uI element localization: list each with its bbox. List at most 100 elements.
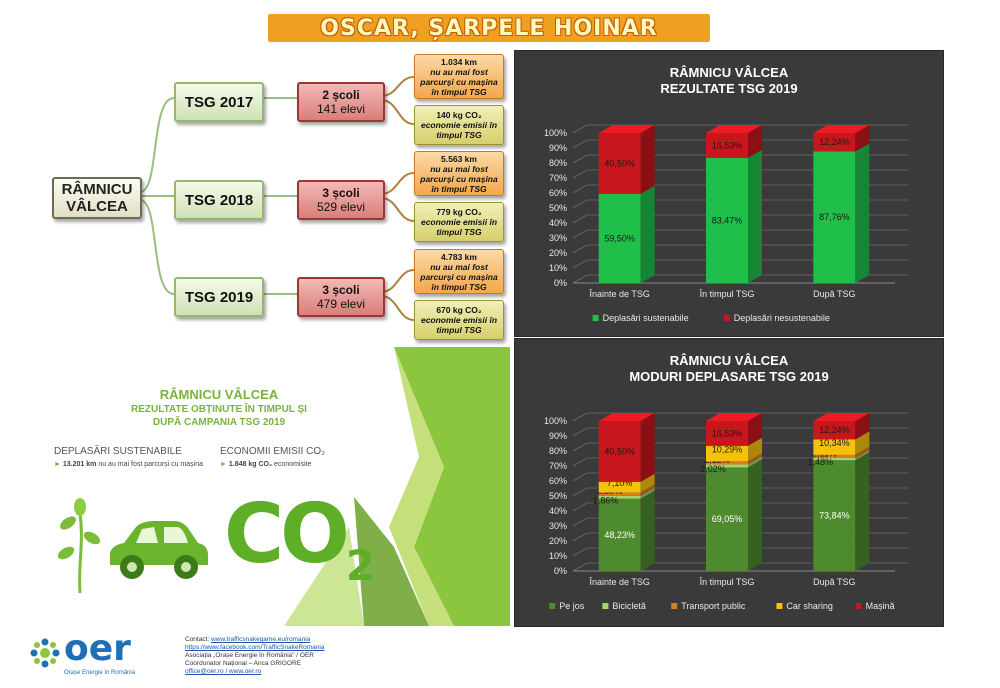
x-tick-label: În timpul TSG <box>699 289 755 299</box>
gridline-depth <box>572 184 588 194</box>
legend-label: Car sharing <box>786 601 833 611</box>
y-tick-label: 60% <box>549 476 567 486</box>
schools-count: 3 școli <box>322 186 360 200</box>
km-desc: nu au mai fost parcurși cu mașina în tim… <box>420 261 498 292</box>
co2-2019-box: 670 kg CO₂ economie emisii în timpul TSG <box>414 300 504 340</box>
bar-side <box>855 452 870 571</box>
tsg-label: TSG 2017 <box>184 93 254 111</box>
promo-col2-head: ECONOMII EMISII CO₂ <box>220 446 325 457</box>
plant-icon <box>57 498 101 593</box>
gridline-depth <box>572 244 588 254</box>
legend-swatch <box>723 315 730 321</box>
bar-segment <box>706 445 748 462</box>
co2-2018-box: 779 kg CO₂ economie emisii în timpul TSG <box>414 202 504 242</box>
co2-2017-box: 140 kg CO₂ economie emisii în timpul TSG <box>414 105 504 145</box>
legend-swatch <box>602 603 609 609</box>
legend-swatch <box>671 603 678 609</box>
bar-side <box>855 125 870 152</box>
y-tick-label: 40% <box>549 506 567 516</box>
bar-segment <box>706 467 748 571</box>
legend-label: Bicicletă <box>612 601 646 611</box>
schools-count: 2 școli <box>322 88 360 102</box>
promo-subtitle-1: REZULTATE OBȚINUTE ÎN TIMPUL ȘI <box>131 404 307 415</box>
schools-2019-node: 3 școli 479 elevi <box>297 277 385 317</box>
bar-side <box>640 487 655 499</box>
y-tick-label: 20% <box>549 536 567 546</box>
x-tick-label: În timpul TSG <box>699 577 755 587</box>
y-tick-label: 0% <box>554 566 567 576</box>
y-tick-label: 50% <box>549 491 567 501</box>
promo-col2-value: 1.848 kg CO₂ <box>228 461 273 468</box>
facebook-link[interactable]: https://www.facebook.com/TrafficSnakeRom… <box>185 644 325 651</box>
bar-side <box>748 456 762 468</box>
oer-logo: oer Orașe Energie în România <box>30 628 180 682</box>
bar-side <box>748 459 762 571</box>
y-tick-label: 80% <box>549 158 567 168</box>
contact-label: Contact: <box>185 636 210 643</box>
co2-subscript: 2 <box>345 541 375 590</box>
bar-segment <box>706 420 748 446</box>
gridline-depth <box>572 442 588 452</box>
y-tick-label: 60% <box>549 188 567 198</box>
gridline-depth <box>572 547 588 557</box>
chart-title: RÂMNICU VÂLCEA <box>670 353 789 368</box>
km-value: 5.563 km <box>441 153 477 164</box>
legend-label: Deplasări sustenabile <box>603 313 689 323</box>
data-label: 40,50% <box>604 446 635 456</box>
data-label: 10,34% <box>819 438 850 448</box>
km-value: 4.783 km <box>441 251 477 262</box>
tsg-label: TSG 2018 <box>184 191 254 209</box>
co2-big: CO <box>224 487 350 582</box>
email-link[interactable]: office@oer.ro / www.oer.ro <box>185 668 262 675</box>
gridline-depth <box>572 472 588 482</box>
gridline-depth <box>572 169 588 179</box>
bar-segment <box>598 495 641 499</box>
km-desc: nu au mai fost parcurși cu mașina în tim… <box>420 163 498 194</box>
data-label: 59,50% <box>604 233 635 243</box>
co2-desc: economie emisii în timpul TSG <box>420 315 498 335</box>
km-2019-box: 4.783 km nu au mai fost parcurși cu mași… <box>414 249 504 294</box>
data-label: 48,23% <box>604 530 635 540</box>
data-label: 2,02% <box>700 464 726 474</box>
promo-col1-line: ► 13.201 km nu au mai fost parcurși cu m… <box>54 461 203 468</box>
data-label: 83,47% <box>712 215 743 225</box>
x-tick-label: După TSG <box>813 289 855 299</box>
co2-desc: economie emisii în timpul TSG <box>420 217 498 237</box>
promo-col1-value: 13.201 km <box>62 461 97 468</box>
data-label: 73,84% <box>819 511 850 521</box>
legend-label: Transport public <box>681 601 746 611</box>
chart-title: RÂMNICU VÂLCEA <box>670 65 789 80</box>
promo-subtitle-2: DUPĂ CAMPANIA TSG 2019 <box>152 417 286 428</box>
website-link[interactable]: www.trafficsnakegame.eu/romania <box>211 636 311 643</box>
bar-segment <box>598 492 641 496</box>
promo-col2-text: economisite <box>274 461 312 468</box>
data-label: 1,48% <box>808 457 834 467</box>
data-label: 40,50% <box>604 158 635 168</box>
km-desc: nu au mai fost parcurși cu mașina în tim… <box>420 66 498 97</box>
bar-side <box>748 149 762 283</box>
bullet-icon: ► <box>54 461 61 468</box>
co2-value: 779 kg CO₂ <box>436 207 482 217</box>
bar-segment <box>813 454 856 459</box>
footer-line-4: Coordonator Național – Anca GRIGORE <box>185 660 301 667</box>
y-tick-label: 0% <box>554 278 567 288</box>
bar-side <box>855 412 870 440</box>
tree-connectors <box>139 76 415 321</box>
gridline-depth <box>572 154 588 164</box>
bar-side <box>640 473 655 493</box>
y-tick-label: 10% <box>549 551 567 561</box>
students-count: 479 elevi <box>316 297 366 311</box>
bar-segment <box>813 420 856 440</box>
y-tick-label: 10% <box>549 263 567 273</box>
tsg-2017-node: TSG 2017 <box>174 82 264 122</box>
promo-col1-text: nu au mai fost parcurși cu mașina <box>98 461 203 468</box>
promo-panel: RÂMNICU VÂLCEA REZULTATE OBȚINUTE ÎN TIM… <box>34 347 510 626</box>
footer-line-2: https://www.facebook.com/TrafficSnakeRom… <box>185 644 324 652</box>
legend-label: Mașină <box>866 601 895 611</box>
data-label: 87,76% <box>819 212 850 222</box>
students-count: 529 elevi <box>316 200 366 214</box>
bar-side <box>855 143 870 283</box>
bar-segment <box>813 460 856 571</box>
footer-line-5: office@oer.ro / www.oer.ro <box>185 668 324 676</box>
tsg-2018-node: TSG 2018 <box>174 180 264 220</box>
